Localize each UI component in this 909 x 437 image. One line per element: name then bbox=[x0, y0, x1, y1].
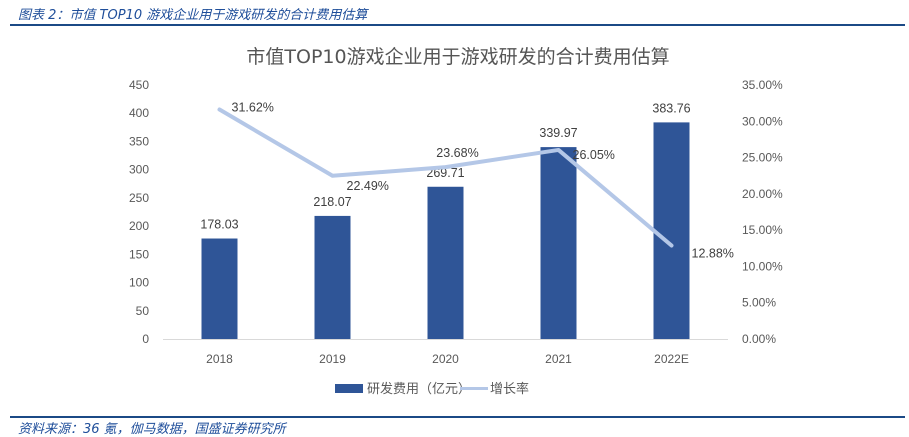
x-tick-label: 2022E bbox=[654, 352, 689, 366]
bar-data-label: 178.03 bbox=[200, 218, 238, 232]
left-tick-label: 100 bbox=[129, 276, 149, 290]
bar bbox=[654, 122, 690, 339]
bar bbox=[315, 216, 351, 339]
bar bbox=[202, 239, 238, 339]
legend-bar-label: 研发费用（亿元） bbox=[367, 381, 471, 397]
bar-data-label: 383.76 bbox=[652, 101, 690, 115]
bar bbox=[428, 187, 464, 339]
left-axis-ticks: 0 50 100 150 200 250 300 350 400 450 bbox=[129, 78, 149, 346]
right-tick-label: 15.00% bbox=[742, 223, 783, 237]
source-note: 资料来源：36 氪，伽马数据，国盛证券研究所 bbox=[18, 418, 286, 437]
bar bbox=[541, 147, 577, 339]
legend-bar-swatch bbox=[335, 384, 363, 393]
line-data-label: 31.62% bbox=[232, 101, 274, 115]
line-data-label: 12.88% bbox=[692, 247, 734, 261]
line-data-label: 22.49% bbox=[347, 179, 389, 193]
legend: 研发费用（亿元） 增长率 bbox=[335, 381, 529, 397]
chart-title: 市值TOP10游戏企业用于游戏研发的合计费用估算 bbox=[246, 46, 669, 68]
right-axis-ticks: 0.00% 5.00% 10.00% 15.00% 20.00% 25.00% 30.00%… bbox=[742, 78, 783, 346]
x-tick-label: 2019 bbox=[319, 352, 346, 366]
line-data-label: 23.68% bbox=[436, 146, 478, 160]
line-data-label: 26.05% bbox=[573, 148, 615, 162]
x-tick-label: 2021 bbox=[545, 352, 572, 366]
bar-data-label: 339.97 bbox=[539, 126, 577, 140]
left-tick-label: 200 bbox=[129, 219, 149, 233]
legend-line-label: 增长率 bbox=[490, 381, 529, 397]
left-tick-label: 450 bbox=[129, 78, 149, 92]
x-axis-ticks: 2018 2019 2020 2021 2022E bbox=[206, 352, 689, 366]
right-tick-label: 5.00% bbox=[742, 296, 776, 310]
left-tick-label: 300 bbox=[129, 163, 149, 177]
right-tick-label: 30.00% bbox=[742, 114, 783, 128]
right-tick-label: 25.00% bbox=[742, 151, 783, 165]
left-tick-label: 350 bbox=[129, 134, 149, 148]
left-tick-label: 50 bbox=[136, 304, 150, 318]
left-tick-label: 0 bbox=[142, 332, 149, 346]
x-tick-label: 2020 bbox=[432, 352, 459, 366]
right-tick-label: 10.00% bbox=[742, 259, 783, 273]
left-tick-label: 150 bbox=[129, 247, 149, 261]
bar-data-label: 218.07 bbox=[313, 195, 351, 209]
right-tick-label: 0.00% bbox=[742, 332, 776, 346]
left-tick-label: 250 bbox=[129, 191, 149, 205]
right-tick-label: 20.00% bbox=[742, 187, 783, 201]
x-tick-label: 2018 bbox=[206, 352, 233, 366]
right-tick-label: 35.00% bbox=[742, 78, 783, 92]
left-tick-label: 400 bbox=[129, 106, 149, 120]
